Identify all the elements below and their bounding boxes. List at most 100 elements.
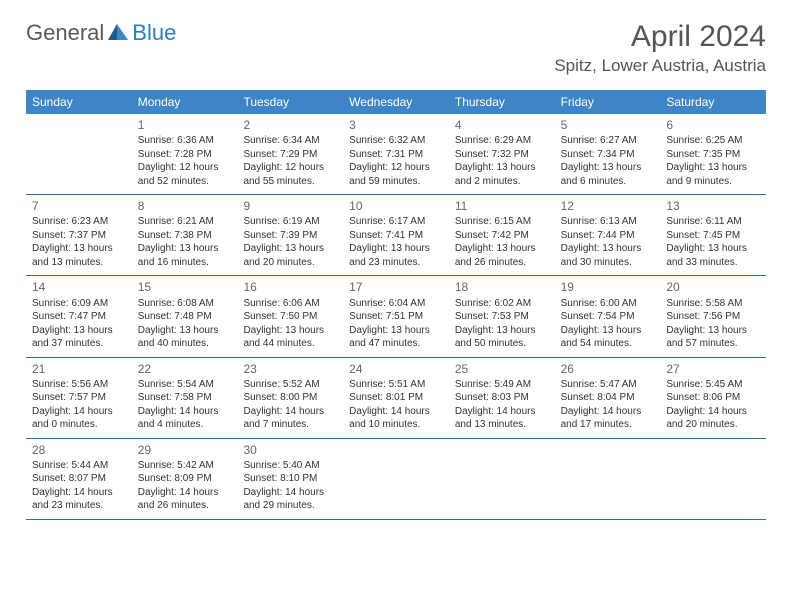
day-cell: 27Sunrise: 5:45 AMSunset: 8:06 PMDayligh… bbox=[660, 358, 766, 438]
day-info-line: Sunrise: 6:11 AM bbox=[666, 215, 760, 229]
day-cell: 1Sunrise: 6:36 AMSunset: 7:28 PMDaylight… bbox=[132, 114, 238, 194]
day-info-line: Sunrise: 6:17 AM bbox=[349, 215, 443, 229]
day-cell: 14Sunrise: 6:09 AMSunset: 7:47 PMDayligh… bbox=[26, 276, 132, 356]
day-info-line: Sunset: 7:34 PM bbox=[561, 148, 655, 162]
day-info-line: and 20 minutes. bbox=[243, 256, 337, 270]
day-cell: 3Sunrise: 6:32 AMSunset: 7:31 PMDaylight… bbox=[343, 114, 449, 194]
day-info-line: Sunrise: 6:21 AM bbox=[138, 215, 232, 229]
day-number: 15 bbox=[138, 279, 232, 295]
day-info-line: Daylight: 13 hours bbox=[349, 324, 443, 338]
day-info-line: Daylight: 14 hours bbox=[138, 405, 232, 419]
day-info-line: Daylight: 13 hours bbox=[561, 324, 655, 338]
day-info-line: Daylight: 13 hours bbox=[561, 242, 655, 256]
day-info-line: Sunrise: 6:08 AM bbox=[138, 297, 232, 311]
day-info-line: and 54 minutes. bbox=[561, 337, 655, 351]
day-info-line: Sunrise: 5:54 AM bbox=[138, 378, 232, 392]
day-cell: 15Sunrise: 6:08 AMSunset: 7:48 PMDayligh… bbox=[132, 276, 238, 356]
day-number: 28 bbox=[32, 442, 126, 458]
week-row: 14Sunrise: 6:09 AMSunset: 7:47 PMDayligh… bbox=[26, 276, 766, 357]
location: Spitz, Lower Austria, Austria bbox=[554, 56, 766, 76]
calendar-grid: SundayMondayTuesdayWednesdayThursdayFrid… bbox=[26, 90, 766, 520]
day-number: 18 bbox=[455, 279, 549, 295]
day-info-line: Sunset: 7:50 PM bbox=[243, 310, 337, 324]
day-cell: 29Sunrise: 5:42 AMSunset: 8:09 PMDayligh… bbox=[132, 439, 238, 519]
day-info-line: Sunrise: 5:40 AM bbox=[243, 459, 337, 473]
day-info-line: Daylight: 13 hours bbox=[243, 324, 337, 338]
day-info-line: Daylight: 13 hours bbox=[561, 161, 655, 175]
day-number: 16 bbox=[243, 279, 337, 295]
month-title: April 2024 bbox=[554, 20, 766, 54]
header: General Blue April 2024 Spitz, Lower Aus… bbox=[26, 20, 766, 76]
day-info-line: Sunset: 7:42 PM bbox=[455, 229, 549, 243]
day-cell: 26Sunrise: 5:47 AMSunset: 8:04 PMDayligh… bbox=[555, 358, 661, 438]
day-number: 4 bbox=[455, 117, 549, 133]
day-info-line: Daylight: 14 hours bbox=[561, 405, 655, 419]
day-info-line: Sunrise: 6:32 AM bbox=[349, 134, 443, 148]
day-cell: 16Sunrise: 6:06 AMSunset: 7:50 PMDayligh… bbox=[237, 276, 343, 356]
day-info-line: Sunset: 8:09 PM bbox=[138, 472, 232, 486]
day-info-line: Sunrise: 6:13 AM bbox=[561, 215, 655, 229]
day-number: 25 bbox=[455, 361, 549, 377]
day-info-line: Sunset: 8:01 PM bbox=[349, 391, 443, 405]
day-info-line: and 44 minutes. bbox=[243, 337, 337, 351]
day-header: Monday bbox=[132, 90, 238, 114]
day-info-line: Sunset: 7:39 PM bbox=[243, 229, 337, 243]
day-number: 17 bbox=[349, 279, 443, 295]
day-info-line: Sunset: 7:32 PM bbox=[455, 148, 549, 162]
day-info-line: Sunrise: 5:42 AM bbox=[138, 459, 232, 473]
day-info-line: and 10 minutes. bbox=[349, 418, 443, 432]
day-info-line: Sunset: 8:00 PM bbox=[243, 391, 337, 405]
day-info-line: and 7 minutes. bbox=[243, 418, 337, 432]
day-info-line: and 4 minutes. bbox=[138, 418, 232, 432]
day-info-line: and 17 minutes. bbox=[561, 418, 655, 432]
logo-text-general: General bbox=[26, 20, 104, 46]
day-info-line: Sunset: 7:41 PM bbox=[349, 229, 443, 243]
day-cell: 17Sunrise: 6:04 AMSunset: 7:51 PMDayligh… bbox=[343, 276, 449, 356]
day-cell: 24Sunrise: 5:51 AMSunset: 8:01 PMDayligh… bbox=[343, 358, 449, 438]
day-number: 19 bbox=[561, 279, 655, 295]
day-cell bbox=[343, 439, 449, 519]
day-cell bbox=[449, 439, 555, 519]
day-info-line: and 9 minutes. bbox=[666, 175, 760, 189]
day-info-line: and 40 minutes. bbox=[138, 337, 232, 351]
day-number: 21 bbox=[32, 361, 126, 377]
day-info-line: Daylight: 13 hours bbox=[455, 242, 549, 256]
day-info-line: Daylight: 13 hours bbox=[349, 242, 443, 256]
day-info-line: Sunrise: 6:29 AM bbox=[455, 134, 549, 148]
day-info-line: Daylight: 12 hours bbox=[243, 161, 337, 175]
day-number: 9 bbox=[243, 198, 337, 214]
logo-triangle-icon bbox=[108, 22, 130, 45]
day-info-line: Daylight: 13 hours bbox=[455, 161, 549, 175]
day-info-line: and 26 minutes. bbox=[138, 499, 232, 513]
day-info-line: Sunset: 7:31 PM bbox=[349, 148, 443, 162]
day-info-line: and 59 minutes. bbox=[349, 175, 443, 189]
day-number: 14 bbox=[32, 279, 126, 295]
day-info-line: and 26 minutes. bbox=[455, 256, 549, 270]
day-header: Sunday bbox=[26, 90, 132, 114]
day-number: 2 bbox=[243, 117, 337, 133]
day-info-line: Daylight: 14 hours bbox=[455, 405, 549, 419]
day-info-line: and 57 minutes. bbox=[666, 337, 760, 351]
day-cell: 28Sunrise: 5:44 AMSunset: 8:07 PMDayligh… bbox=[26, 439, 132, 519]
day-number: 11 bbox=[455, 198, 549, 214]
day-info-line: Sunset: 7:58 PM bbox=[138, 391, 232, 405]
day-info-line: Sunset: 7:51 PM bbox=[349, 310, 443, 324]
day-info-line: Sunset: 7:35 PM bbox=[666, 148, 760, 162]
day-info-line: Daylight: 13 hours bbox=[666, 161, 760, 175]
day-info-line: and 13 minutes. bbox=[455, 418, 549, 432]
day-number: 26 bbox=[561, 361, 655, 377]
day-number: 5 bbox=[561, 117, 655, 133]
day-info-line: Sunrise: 6:34 AM bbox=[243, 134, 337, 148]
day-cell: 13Sunrise: 6:11 AMSunset: 7:45 PMDayligh… bbox=[660, 195, 766, 275]
week-row: 21Sunrise: 5:56 AMSunset: 7:57 PMDayligh… bbox=[26, 358, 766, 439]
day-info-line: Sunrise: 5:45 AM bbox=[666, 378, 760, 392]
day-cell: 10Sunrise: 6:17 AMSunset: 7:41 PMDayligh… bbox=[343, 195, 449, 275]
day-header: Thursday bbox=[449, 90, 555, 114]
day-number: 23 bbox=[243, 361, 337, 377]
weeks-container: 1Sunrise: 6:36 AMSunset: 7:28 PMDaylight… bbox=[26, 114, 766, 520]
day-info-line: Sunrise: 6:36 AM bbox=[138, 134, 232, 148]
day-info-line: Sunset: 7:29 PM bbox=[243, 148, 337, 162]
day-info-line: Sunrise: 6:27 AM bbox=[561, 134, 655, 148]
day-info-line: Daylight: 14 hours bbox=[243, 405, 337, 419]
day-number: 1 bbox=[138, 117, 232, 133]
